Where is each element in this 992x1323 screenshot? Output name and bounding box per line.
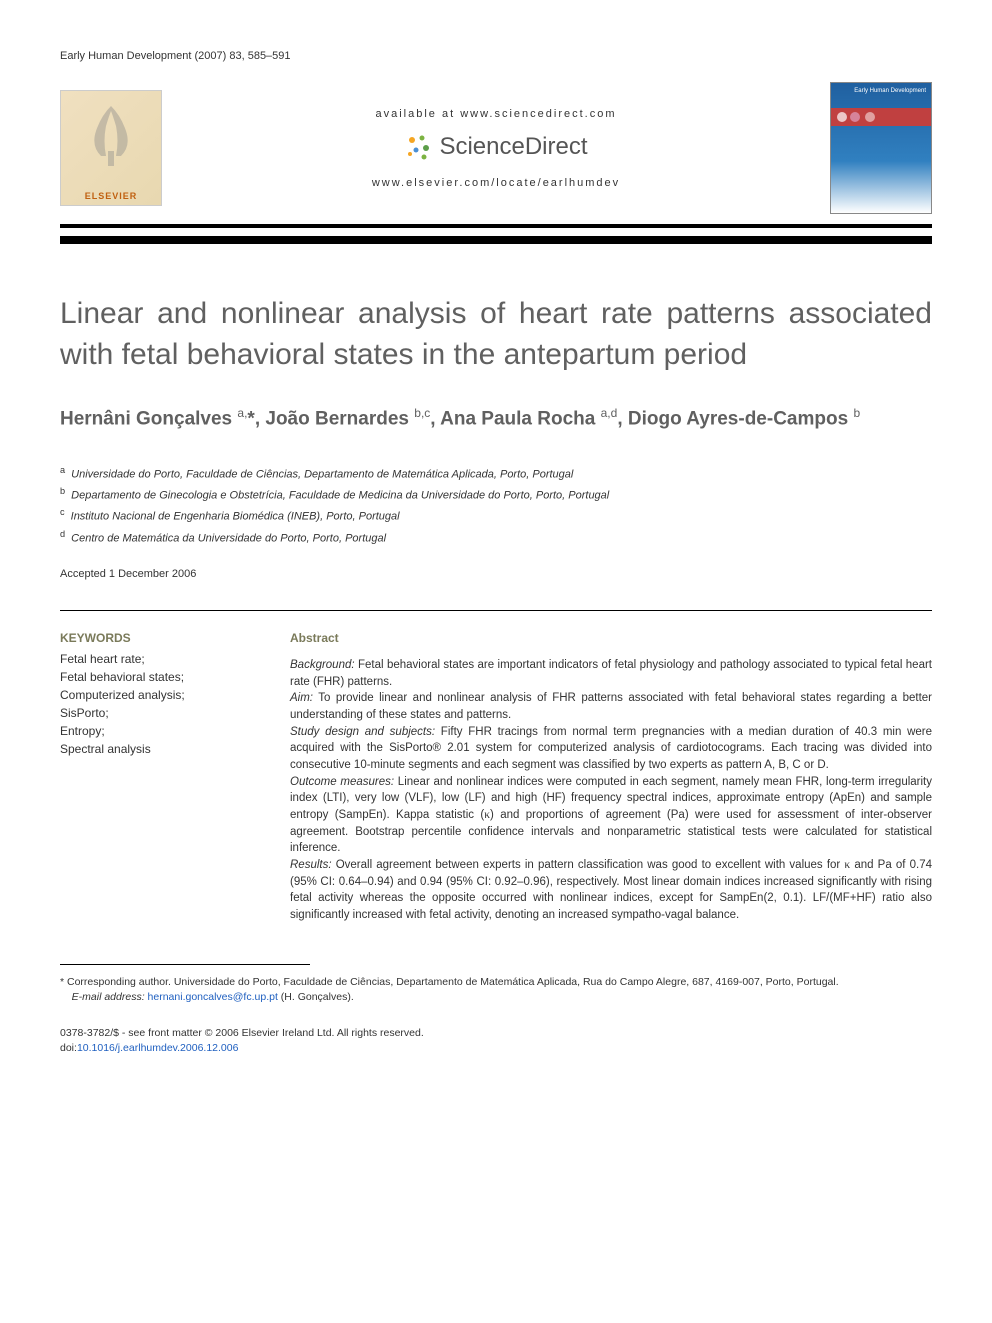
affiliation-item: c Instituto Nacional de Engenharia Biomé…	[60, 505, 932, 526]
sciencedirect-label: ScienceDirect	[439, 133, 587, 161]
thin-rule	[60, 610, 932, 611]
abstract-section: Outcome measures: Linear and nonlinear i…	[290, 774, 932, 857]
keyword-item: SisPorto;	[60, 704, 260, 722]
affiliation-item: b Departamento de Ginecologia e Obstetrí…	[60, 484, 932, 505]
article-title: Linear and nonlinear analysis of heart r…	[60, 294, 932, 375]
affiliations-list: a Universidade do Porto, Faculdade de Ci…	[60, 463, 932, 548]
content-row: KEYWORDS Fetal heart rate;Fetal behavior…	[60, 631, 932, 924]
sciencedirect-logo: ScienceDirect	[182, 132, 810, 162]
journal-citation-header: Early Human Development (2007) 83, 585–5…	[60, 50, 932, 62]
elsevier-tree-icon	[81, 101, 141, 171]
keyword-item: Fetal heart rate;	[60, 650, 260, 668]
abstract-section: Background: Fetal behavioral states are …	[290, 657, 932, 690]
thick-rule	[60, 236, 932, 244]
copyright-line: 0378-3782/$ - see front matter © 2006 El…	[60, 1027, 424, 1039]
email-label: E-mail address:	[72, 991, 145, 1003]
abstract-section: Study design and subjects: Fifty FHR tra…	[290, 724, 932, 774]
footer-corresponding: * Corresponding author. Universidade do …	[60, 975, 932, 1007]
keyword-item: Spectral analysis	[60, 740, 260, 758]
keyword-item: Entropy;	[60, 722, 260, 740]
accepted-date: Accepted 1 December 2006	[60, 568, 932, 580]
abstract-box: Abstract Background: Fetal behavioral st…	[290, 631, 932, 924]
email-link[interactable]: hernani.goncalves@fc.up.pt	[148, 991, 278, 1003]
authors-list: Hernâni Gonçalves a,*, João Bernardes b,…	[60, 405, 932, 433]
email-author-suffix: (H. Gonçalves).	[281, 991, 354, 1003]
abstract-text: Background: Fetal behavioral states are …	[290, 657, 932, 924]
doi-link[interactable]: 10.1016/j.earlhumdev.2006.12.006	[77, 1042, 239, 1054]
sciencedirect-icon	[404, 132, 434, 162]
elsevier-label: ELSEVIER	[85, 191, 138, 201]
journal-url: www.elsevier.com/locate/earlhumdev	[182, 177, 810, 189]
abstract-heading: Abstract	[290, 631, 932, 645]
keywords-box: KEYWORDS Fetal heart rate;Fetal behavior…	[60, 631, 260, 924]
corresponding-author-text: * Corresponding author. Universidade do …	[60, 976, 839, 988]
keyword-item: Computerized analysis;	[60, 686, 260, 704]
affiliation-item: d Centro de Matemática da Universidade d…	[60, 527, 932, 548]
keywords-heading: KEYWORDS	[60, 631, 260, 645]
affiliation-item: a Universidade do Porto, Faculdade de Ci…	[60, 463, 932, 484]
journal-cover-thumbnail: Early Human Development	[830, 82, 932, 214]
keyword-item: Fetal behavioral states;	[60, 668, 260, 686]
cover-strip	[831, 108, 931, 126]
abstract-section: Aim: To provide linear and nonlinear ana…	[290, 690, 932, 723]
abstract-section: Results: Overall agreement between exper…	[290, 857, 932, 924]
doi-label: doi:	[60, 1042, 77, 1054]
copyright-block: 0378-3782/$ - see front matter © 2006 El…	[60, 1026, 932, 1055]
keywords-list: Fetal heart rate;Fetal behavioral states…	[60, 650, 260, 758]
footer-rule	[60, 964, 310, 965]
available-at-text: available at www.sciencedirect.com	[182, 108, 810, 120]
publisher-banner: ELSEVIER available at www.sciencedirect.…	[60, 82, 932, 228]
cover-title: Early Human Development	[854, 88, 926, 94]
banner-center: available at www.sciencedirect.com Scien…	[162, 108, 830, 189]
elsevier-logo: ELSEVIER	[60, 90, 162, 206]
